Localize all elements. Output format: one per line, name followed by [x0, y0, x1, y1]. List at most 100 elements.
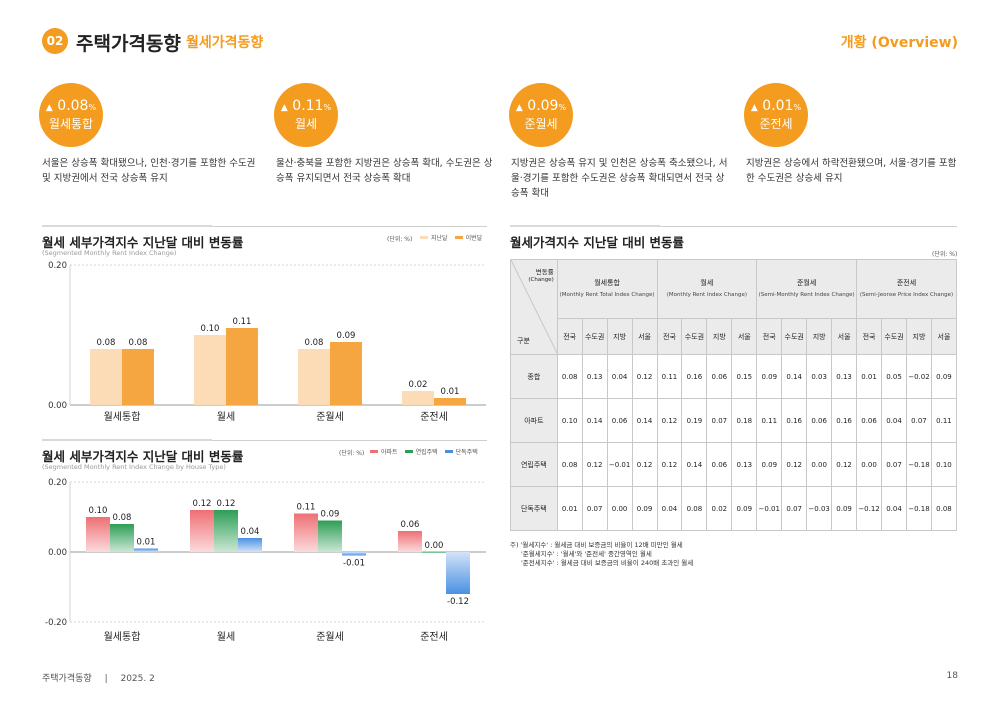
group-header: 준전세 (Semi-Jeonse Price Index Change): [856, 259, 957, 319]
bar-연립주택: [422, 552, 446, 553]
y-tick-label: 0.00: [48, 401, 67, 411]
table-row: 연립주택 0.08 0.12 −0.01 0.12 0.12 0.14 0.06 0.13 0.0…: [510, 442, 958, 487]
bar-단독주택: [446, 552, 470, 594]
subcolumn-header: 수도권: [881, 318, 907, 355]
subcolumn-header: 지방: [606, 318, 633, 355]
legend-label: 지난달: [431, 235, 448, 242]
kpi-description: 울산·충북을 포함한 지방권은 상승폭 확대, 수도권은 상승폭 유지되면서 전…: [276, 158, 493, 184]
kpi-label: 월세통합: [48, 117, 94, 131]
bar-단독주택: [134, 548, 158, 552]
up-triangle-icon: ▲: [515, 103, 523, 113]
category-label: 월세: [217, 631, 235, 643]
table-cell: −0.02: [905, 354, 932, 399]
table-row: 아파트 0.10 0.14 0.06 0.14 0.12 0.19 0.07 0.18 0.11 0…: [510, 398, 958, 443]
table-cell: 0.09: [756, 442, 783, 487]
legend-swatch: [404, 450, 413, 453]
category-label: 월세통합: [104, 631, 141, 643]
table-cell: 0.06: [856, 398, 883, 443]
table-cell: 0.13: [731, 442, 758, 487]
table-cell: 0.07: [905, 398, 932, 443]
note-line: 주) '월세지수' : 월세금 대비 보증금의 비율이 12배 미만인 월세: [510, 541, 683, 549]
divider: [510, 226, 957, 227]
table-cell: 0.15: [731, 354, 758, 399]
subcolumn-header: 수도권: [681, 318, 708, 355]
table-cell: 0.07: [781, 486, 808, 531]
bar-value-label: 0.00: [425, 541, 444, 551]
table-cell: 0.04: [881, 398, 907, 443]
bar-value-label: 0.11: [297, 503, 316, 513]
up-triangle-icon: ▲: [45, 103, 53, 113]
kpi-unit: %: [793, 103, 802, 112]
subcolumn-header: 지방: [905, 318, 932, 355]
table-cell: 0.09: [631, 486, 658, 531]
table-cell: 0.06: [706, 442, 733, 487]
table-cell: 0.05: [881, 354, 907, 399]
bar-이번달: [122, 349, 154, 405]
kpi-unit: %: [558, 103, 567, 112]
footer-date: 2025. 2: [120, 674, 155, 684]
table-cell: 0.00: [806, 442, 833, 487]
bar-이번달: [434, 398, 466, 405]
group-en: (Monthly Rent Index Change): [666, 291, 748, 298]
table-body: 종합 0.08 0.13 0.04 0.12 0.11 0.16 0.06 0.15 0.09 0.…: [510, 354, 958, 531]
page-number: 18: [946, 671, 958, 681]
group-header: 월세통합 (Monthly Rent Total Index Change): [556, 259, 658, 319]
subcolumn-header: 전국: [856, 318, 883, 355]
kpi-circle-monthly: ▲ 0.11% 월세: [274, 83, 338, 147]
corner-top-label: 변동률: [535, 268, 554, 276]
table-cell: −0.12: [856, 486, 883, 531]
legend-swatch: [370, 450, 378, 453]
group-name: 월세: [700, 278, 714, 287]
kpi-description: 지방권은 상승폭 유지 및 인천은 상승폭 축소됐으나, 서울·경기를 포함한 …: [511, 158, 728, 199]
corner-top-en: (Change): [528, 277, 554, 283]
table-cell: 0.02: [706, 486, 733, 531]
y-tick-label: 0.20: [48, 478, 67, 488]
category-label: 준전세: [420, 411, 448, 423]
chart2-legend: 아파트 연립주택 단독주택: [370, 447, 478, 456]
chart1-legend: 지난달 이번달: [420, 233, 482, 242]
category-label: 월세통합: [104, 411, 141, 423]
divider: [510, 225, 660, 227]
legend-label: 연립주택: [415, 449, 438, 456]
legend-label: 단독주택: [455, 449, 478, 456]
bar-단독주택: [238, 538, 262, 552]
page-title: 주택가격동향: [76, 33, 181, 55]
category-label: 준전세: [420, 631, 448, 643]
kpi-value: 0.01: [762, 98, 794, 114]
bar-이번달: [330, 342, 362, 405]
legend-label: 이번달: [465, 235, 483, 242]
bar-value-label: -0.12: [447, 597, 469, 607]
kpi-value: 0.08: [57, 98, 89, 114]
table-cell: −0.18: [905, 442, 932, 487]
bar-연립주택: [318, 520, 342, 552]
up-triangle-icon: ▲: [280, 103, 288, 113]
page-subtitle: 월세가격동향: [186, 35, 264, 51]
chart2-svg: -0.20 0.00 0.20 0.10 0.12 0.11 0.06 0.08 0.12 0.0…: [45, 478, 486, 643]
bar-연립주택: [214, 510, 238, 552]
table-cell: 0.10: [930, 442, 958, 487]
group-name: 월세통합: [594, 278, 620, 287]
bar-지난달: [298, 349, 330, 405]
bar-연립주택: [110, 524, 134, 552]
kpi-label: 준월세: [524, 117, 558, 131]
subcolumn-header: 서울: [731, 318, 758, 355]
table-cell: −0.18: [905, 486, 932, 531]
group-header: 준월세 (Semi-Monthly Rent Index Change): [756, 259, 858, 319]
bar-아파트: [294, 513, 318, 552]
table-cell: 0.08: [681, 486, 708, 531]
table-cell: 0.01: [856, 354, 883, 399]
bar-value-label: 0.12: [217, 499, 236, 509]
chart1-unit: (단위: %): [387, 236, 413, 243]
table-cell: 0.16: [681, 354, 708, 399]
y-tick-label: -0.20: [45, 618, 67, 628]
legend-swatch: [454, 236, 463, 239]
table-cell: 0.04: [656, 486, 683, 531]
table-cell: 0.12: [656, 442, 683, 487]
row-label: 연립주택: [510, 442, 558, 487]
table-cell: 0.19: [681, 398, 708, 443]
note-line: '준월세지수' : '월세'와 '준전세' 중간영역인 월세: [521, 550, 652, 558]
bar-value-label: 0.08: [97, 338, 116, 348]
table-cell: 0.08: [556, 354, 583, 399]
subcolumn-header-row: 전국 수도권 지방 서울 전국 수도권 지방 서울 전국 수도권 지방 서울 전국 수도권 지방 서울: [511, 318, 958, 355]
bar-value-label: 0.08: [305, 338, 324, 348]
